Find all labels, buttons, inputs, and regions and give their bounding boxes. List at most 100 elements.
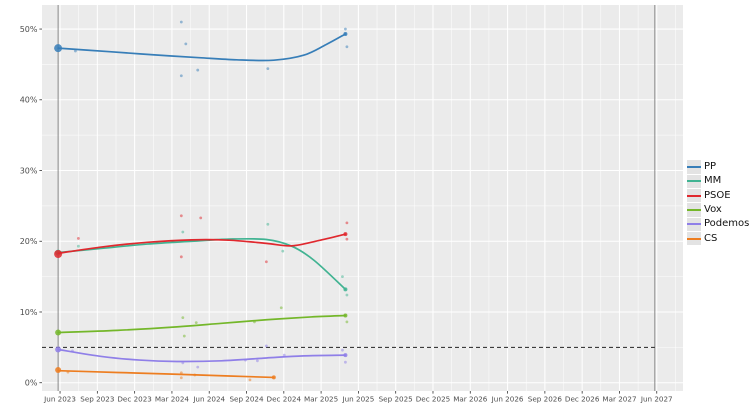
legend-key — [687, 203, 701, 217]
psoe-poll-point — [199, 216, 203, 220]
legend-label-mm: MM — [704, 175, 722, 187]
legend-item-cs: CS — [687, 231, 749, 246]
psoe-line-swatch — [687, 194, 701, 197]
x-tick-label: Sep 2023 — [80, 395, 114, 404]
vox-poll-point — [279, 306, 283, 310]
legend-label-cs: CS — [704, 232, 718, 244]
legend-item-vox: Vox — [687, 203, 749, 217]
legend-item-mm: MM — [687, 174, 749, 189]
pp-poll-point — [74, 49, 77, 53]
psoe-trend-line — [57, 233, 347, 255]
pp-poll-point — [266, 67, 270, 71]
legend-key — [687, 231, 701, 246]
vox-poll-point — [182, 334, 186, 338]
psoe-poll-point — [345, 237, 349, 241]
cs-trend-line — [57, 369, 275, 379]
cs-poll-point — [248, 378, 252, 382]
pp-poll-point — [179, 20, 183, 24]
podemos-poll-point — [344, 360, 347, 364]
x-tick-label: Dec 2024 — [267, 395, 302, 404]
x-tick-label: Dec 2023 — [117, 395, 152, 404]
legend-key — [687, 188, 701, 203]
cs-latest-point — [271, 375, 276, 380]
podemos-poll-point — [196, 365, 200, 369]
mm-line-swatch — [687, 180, 701, 183]
chart-legend: PP MM PSOE Vox Podemos CS — [687, 160, 749, 246]
legend-item-podemos: Podemos — [687, 217, 750, 232]
pp-election-result-point — [54, 44, 63, 53]
x-tick-label: Mar 2026 — [453, 395, 488, 404]
legend-key — [687, 217, 701, 232]
pp-poll-point — [184, 42, 188, 46]
x-tick-label: Jun 2024 — [192, 395, 225, 404]
vox-election-result-point — [55, 329, 62, 336]
pp-poll-point — [344, 27, 347, 31]
cs-line-swatch — [687, 237, 701, 240]
mm-trend-line — [57, 237, 347, 291]
pp-latest-point — [343, 32, 348, 37]
x-tick-label: Dec 2026 — [565, 395, 600, 404]
legend-key — [687, 174, 701, 189]
x-tick-label: Sep 2024 — [229, 395, 264, 404]
psoe-poll-point — [76, 237, 80, 240]
legend-item-psoe: PSOE — [687, 188, 749, 203]
x-tick-label: Sep 2025 — [379, 395, 413, 404]
mm-poll-point — [341, 275, 344, 279]
plot-panel — [42, 5, 683, 391]
pp-poll-point — [179, 74, 183, 78]
pp-poll-point — [196, 68, 200, 72]
x-tick-label: Dec 2025 — [416, 395, 451, 404]
podemos-poll-point — [264, 344, 268, 348]
cs-poll-point — [179, 376, 183, 380]
y-tick-label: 40% — [20, 96, 38, 105]
podemos-election-result-point — [55, 346, 62, 353]
mm-latest-point — [343, 287, 348, 292]
x-tick-label: Jun 2026 — [491, 395, 524, 404]
x-tick-label: Mar 2027 — [602, 395, 636, 404]
x-tick-label: Jun 2025 — [341, 395, 374, 404]
legend-key — [687, 160, 701, 174]
legend-label-psoe: PSOE — [704, 189, 731, 201]
pp-poll-point — [345, 45, 349, 49]
pp-trend-line — [57, 33, 347, 62]
psoe-latest-point — [343, 232, 348, 237]
y-tick-label: 0% — [25, 379, 38, 388]
x-tick-label: Jun 2023 — [43, 395, 76, 404]
y-tick-label: 20% — [20, 237, 38, 246]
psoe-poll-point — [179, 214, 183, 218]
psoe-poll-point — [179, 255, 183, 259]
podemos-latest-point — [343, 353, 348, 358]
podemos-poll-point — [341, 348, 344, 352]
pp-line-swatch — [687, 166, 701, 169]
vox-latest-point — [343, 313, 348, 318]
podemos-line-swatch — [687, 223, 701, 226]
mm-poll-point — [281, 249, 285, 253]
x-tick-label: Sep 2026 — [528, 395, 563, 404]
mm-poll-point — [181, 230, 185, 234]
legend-label-podemos: Podemos — [704, 218, 750, 230]
cs-election-result-point — [55, 366, 62, 373]
x-tick-label: Jun 2027 — [640, 395, 673, 404]
vox-poll-point — [181, 316, 185, 320]
mm-poll-point — [76, 244, 80, 248]
vox-poll-point — [194, 321, 198, 324]
mm-poll-point — [266, 222, 270, 226]
mm-poll-point — [345, 293, 349, 297]
vox-poll-point — [345, 320, 349, 324]
psoe-poll-point — [264, 260, 268, 264]
psoe-election-result-point — [54, 249, 63, 258]
legend-label-pp: PP — [704, 161, 717, 173]
y-tick-label: 10% — [20, 308, 38, 317]
podemos-trend-line — [57, 348, 347, 363]
x-tick-label: Mar 2024 — [155, 395, 190, 404]
y-tick-label: 50% — [20, 25, 38, 34]
podemos-poll-point — [256, 359, 259, 363]
podemos-poll-point — [282, 353, 286, 357]
psoe-poll-point — [345, 221, 349, 225]
legend-item-pp: PP — [687, 160, 749, 174]
vox-line-swatch — [687, 209, 701, 212]
legend-label-vox: Vox — [704, 204, 722, 216]
vox-trend-line — [57, 314, 347, 334]
